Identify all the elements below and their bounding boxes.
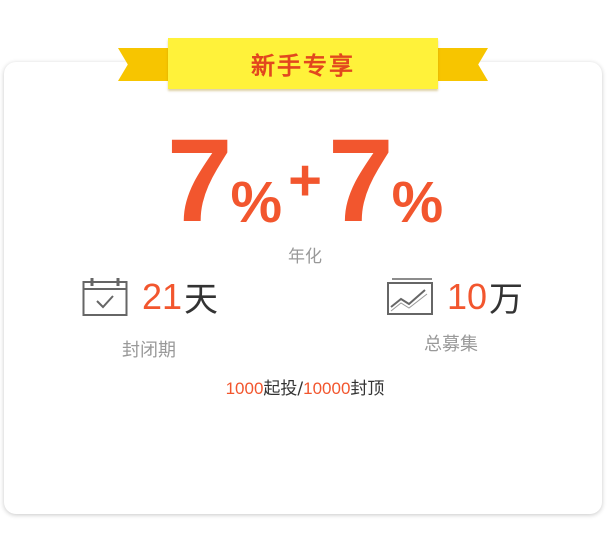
- base-rate-unit: %: [230, 170, 283, 235]
- newbie-ribbon: 新手专享: [168, 38, 438, 89]
- bonus-rate-value: 7: [327, 115, 394, 247]
- total-stat: 10 万: [387, 272, 523, 321]
- total-label: 总募集: [424, 334, 478, 355]
- total-value: 10: [447, 275, 488, 317]
- term-unit: 天: [184, 280, 219, 320]
- rate-plus-sign: +: [288, 148, 322, 213]
- min-invest-text: 起投/: [263, 379, 304, 399]
- invest-range: 1000起投/10000封顶: [0, 374, 610, 399]
- trend-chart-icon: [387, 277, 433, 315]
- annual-rate: 7 % + 7 %: [0, 122, 610, 240]
- term-stat: 21 天: [82, 272, 218, 321]
- annual-rate-label: 年化: [288, 247, 322, 267]
- max-invest-value: 10000: [303, 379, 351, 398]
- bonus-rate-unit: %: [391, 170, 444, 235]
- min-invest-value: 1000: [225, 379, 264, 398]
- term-value: 21: [142, 275, 183, 317]
- total-unit: 万: [489, 280, 524, 320]
- calendar-icon: [82, 277, 128, 316]
- ribbon-title: 新手专享: [251, 52, 355, 80]
- base-rate-value: 7: [166, 115, 233, 247]
- term-label: 封闭期: [122, 340, 176, 361]
- max-invest-text: 封顶: [350, 379, 385, 399]
